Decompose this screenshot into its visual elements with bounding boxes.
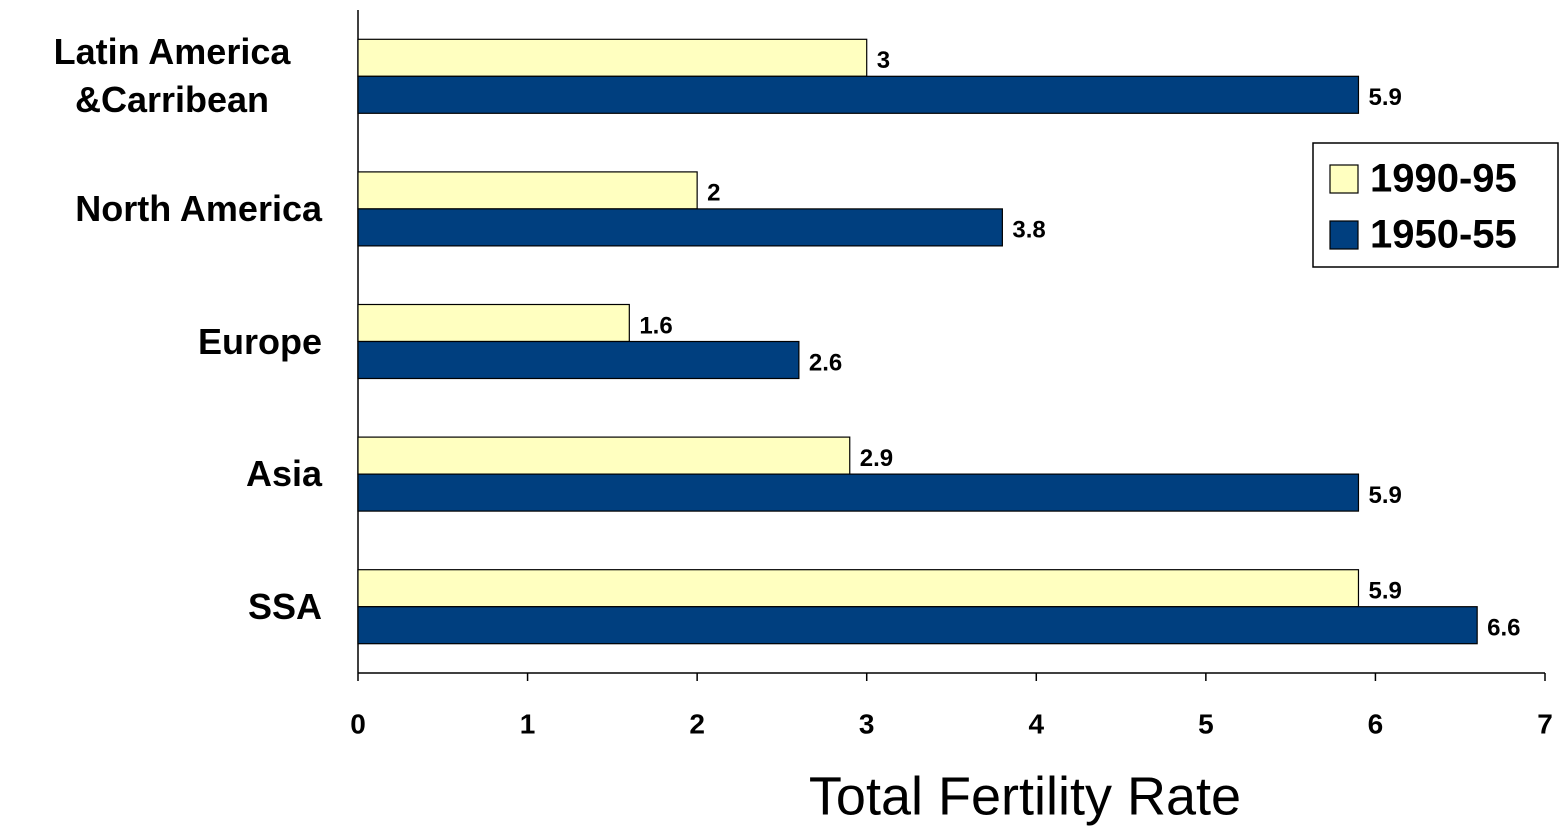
bar	[357, 569, 1360, 608]
value-label: 2	[707, 180, 720, 207]
bar	[357, 208, 1003, 247]
value-label: 5.9	[1368, 578, 1401, 605]
bar	[357, 340, 800, 380]
y-tick-label: North America	[75, 187, 322, 229]
y-tick-label: Europe	[197, 320, 322, 362]
bar	[357, 38, 868, 77]
x-tick-label: 6	[1368, 708, 1384, 739]
value-label: 2.6	[809, 349, 842, 376]
value-label: 5.9	[1368, 84, 1401, 111]
x-tick-label: 7	[1537, 708, 1553, 739]
value-label: 3.8	[1012, 217, 1045, 244]
x-tick-label: 5	[1198, 708, 1214, 739]
x-tick-label: 3	[859, 708, 875, 739]
value-label: 2.9	[860, 445, 893, 472]
bar	[357, 303, 630, 343]
y-tick-label: SSA	[247, 585, 322, 627]
x-tick-label: 1	[520, 708, 536, 739]
legend-label: 1990-95	[1370, 157, 1517, 201]
bar	[357, 436, 851, 475]
legend-box	[1312, 142, 1559, 268]
legend-swatch	[1329, 164, 1359, 194]
bar	[357, 171, 698, 210]
x-tick-label: 0	[350, 708, 366, 739]
value-label: 5.9	[1368, 482, 1401, 509]
x-axis-title: Total Fertility Rate	[809, 766, 1241, 826]
bar	[357, 606, 1478, 645]
y-tick-label: Latin America &Carribean	[53, 31, 291, 121]
y-tick-label: Asia	[245, 453, 322, 495]
bar	[357, 473, 1360, 512]
legend-swatch	[1329, 220, 1359, 250]
value-label: 6.6	[1487, 615, 1520, 642]
legend-label: 1950-55	[1370, 213, 1517, 257]
x-tick-label: 4	[1028, 708, 1044, 739]
x-tick-label: 2	[689, 708, 705, 739]
value-label: 3	[877, 47, 890, 74]
bar	[357, 75, 1360, 114]
value-label: 1.6	[639, 312, 672, 339]
